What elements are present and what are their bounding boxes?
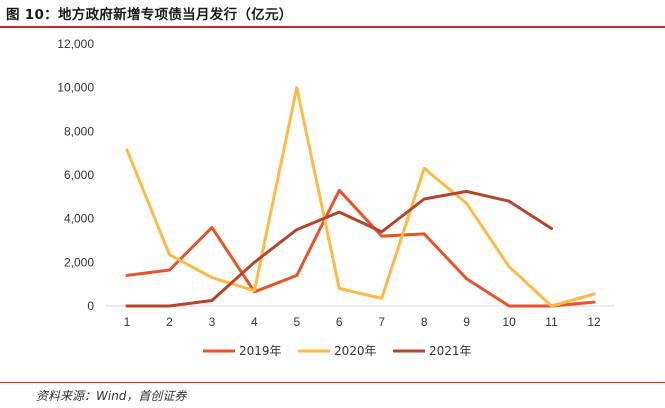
legend-label-2020: 2020年	[334, 344, 377, 358]
x-tick-label: 1	[124, 315, 131, 329]
y-axis: 0 2,000 4,000 6,000 8,000 10,000 12,000	[57, 37, 94, 313]
chart-title: 图 10：地方政府新增专项债当月发行（亿元）	[6, 7, 293, 23]
x-tick-label: 12	[587, 315, 601, 329]
source-note: 资料来源：Wind，首创证券	[36, 389, 187, 403]
source-divider	[0, 382, 665, 383]
series-line-2019	[125, 188, 596, 308]
y-tick-label: 6,000	[64, 168, 94, 182]
series-line-2020	[125, 86, 596, 308]
legend: 2019年 2020年 2021年	[203, 344, 472, 358]
series-lines	[125, 86, 596, 308]
series-line-2021	[125, 189, 553, 308]
y-tick-label: 10,000	[57, 81, 94, 95]
y-tick-label: 0	[87, 299, 94, 313]
x-tick-label: 8	[421, 315, 428, 329]
x-tick-label: 9	[463, 315, 470, 329]
title-divider	[0, 26, 665, 28]
title-bar: 图 10：地方政府新增专项债当月发行（亿元）	[0, 0, 665, 26]
y-tick-label: 4,000	[64, 212, 94, 226]
x-tick-label: 6	[336, 315, 343, 329]
x-tick-label: 7	[378, 315, 385, 329]
x-axis: 1 2 3 4 5 6 7 8 9 10 11 12	[124, 315, 601, 329]
y-tick-label: 12,000	[57, 37, 94, 51]
x-tick-label: 11	[545, 315, 558, 329]
x-tick-label: 4	[251, 315, 258, 329]
x-tick-label: 10	[502, 315, 516, 329]
y-tick-label: 8,000	[64, 124, 94, 138]
legend-label-2021: 2021年	[429, 344, 472, 358]
x-tick-label: 3	[209, 315, 216, 329]
x-tick-label: 2	[166, 315, 173, 329]
y-tick-label: 2,000	[64, 255, 94, 269]
legend-label-2019: 2019年	[239, 344, 282, 358]
x-tick-label: 5	[293, 315, 300, 329]
